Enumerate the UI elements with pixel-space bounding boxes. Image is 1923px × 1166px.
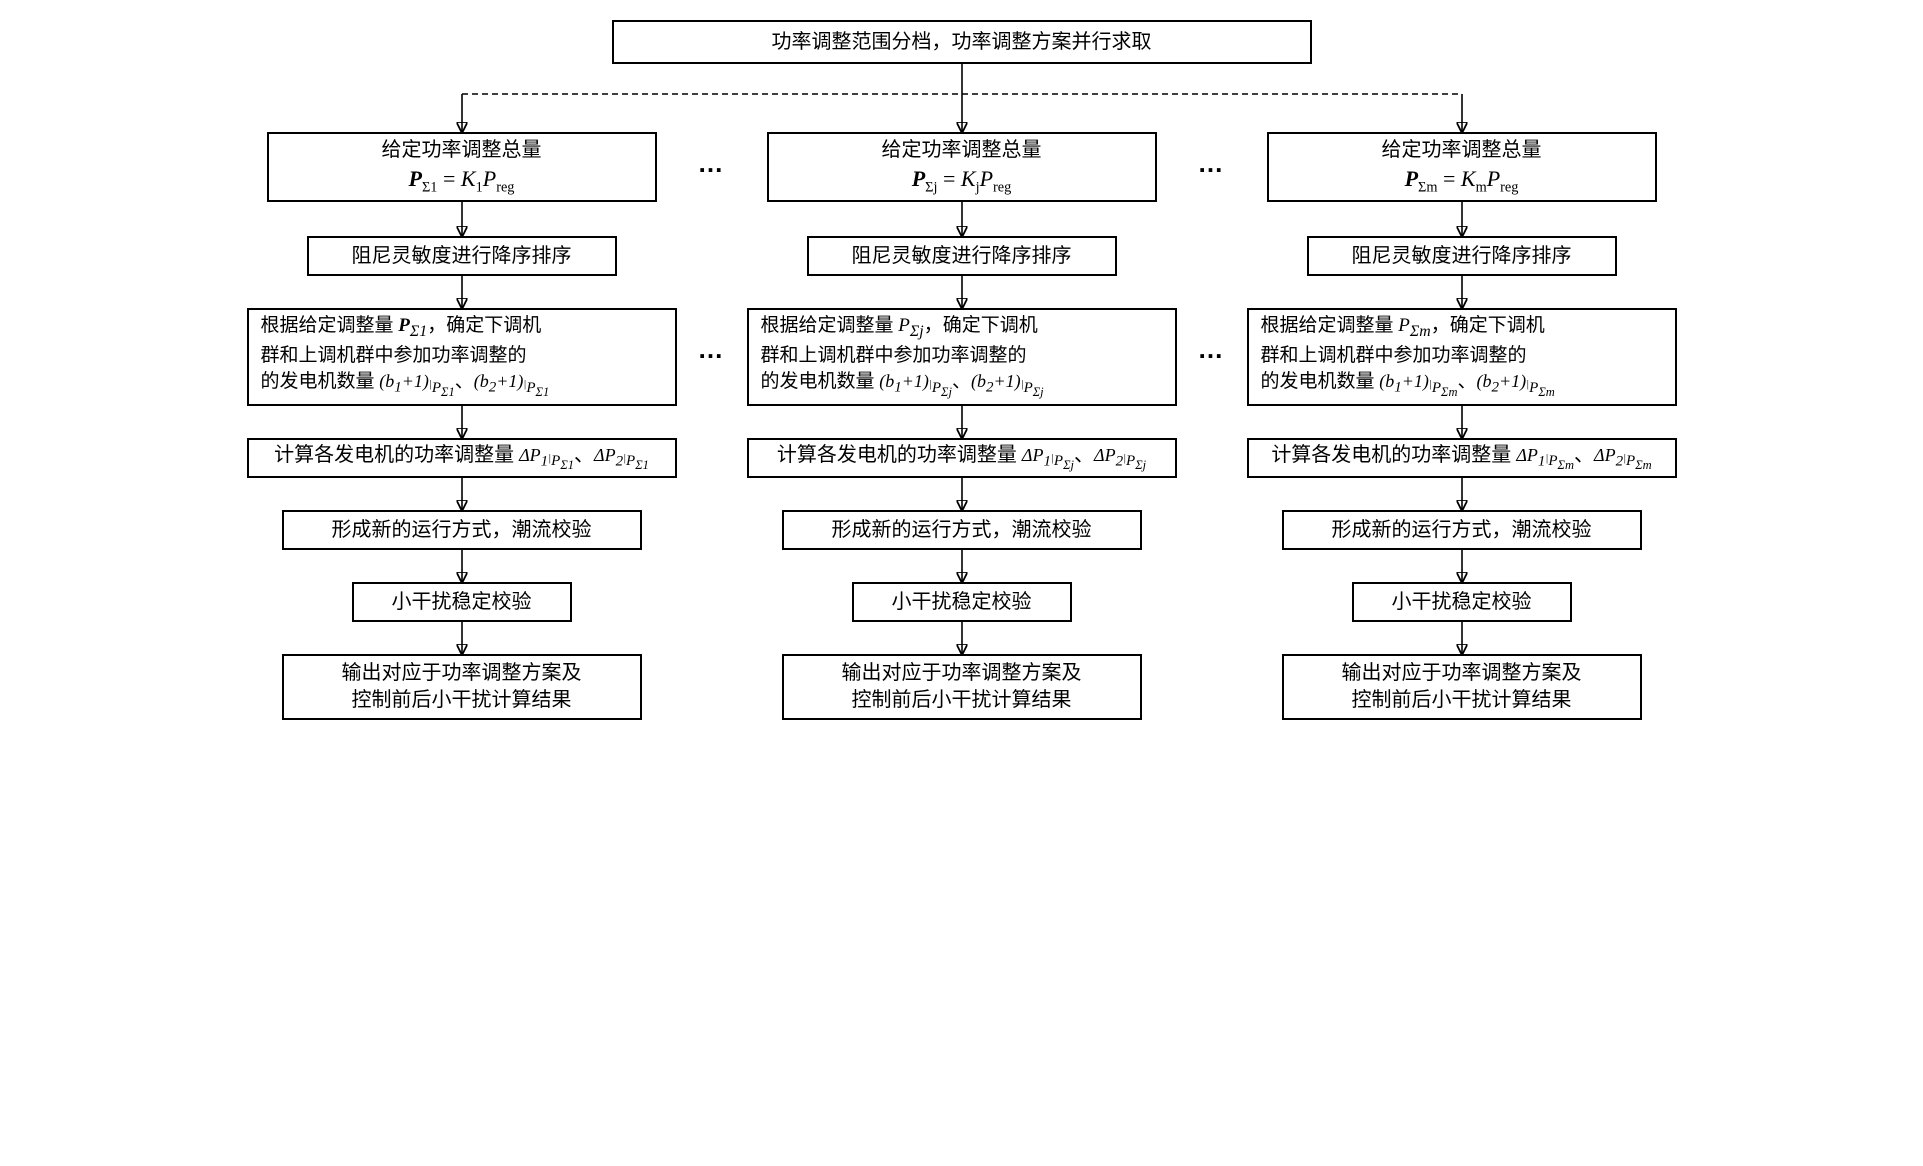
col0-r4-box: 计算各发电机的功率调整量 ΔP1|PΣ1、ΔP2|PΣ1 [247,438,677,478]
r3-line1: 根据给定调整量 PΣj，确定下调机 [761,315,1038,336]
col2-r5-box: 形成新的运行方式，潮流校验 [1282,510,1642,550]
r6-text: 小干扰稳定校验 [892,589,1032,616]
r2-text: 阻尼灵敏度进行降序排序 [352,243,572,270]
r3-line2: 群和上调机群中参加功率调整的 [1261,345,1527,366]
r7-line2: 控制前后小干扰计算结果 [1342,687,1582,714]
col0-r7-box: 输出对应于功率调整方案及 控制前后小干扰计算结果 [282,654,642,720]
col1-r2-box: 阻尼灵敏度进行降序排序 [807,236,1117,276]
ellipsis: … [698,334,724,365]
r3-line2: 群和上调机群中参加功率调整的 [261,345,527,366]
r4-text: 计算各发电机的功率调整量 ΔP1|PΣm、ΔP2|PΣm [1271,442,1651,474]
title-text: 功率调整范围分档，功率调整方案并行求取 [772,29,1152,56]
col1-r4-box: 计算各发电机的功率调整量 ΔP1|PΣj、ΔP2|PΣj [747,438,1177,478]
ellipsis: … [1198,334,1224,365]
col2-r4-box: 计算各发电机的功率调整量 ΔP1|PΣm、ΔP2|PΣm [1247,438,1677,478]
r3-line1: 根据给定调整量 PΣm，确定下调机 [1261,315,1545,336]
col2-r7-box: 输出对应于功率调整方案及 控制前后小干扰计算结果 [1282,654,1642,720]
r3-line1: 根据给定调整量 PΣ1，确定下调机 [261,315,542,336]
r2-text: 阻尼灵敏度进行降序排序 [852,243,1072,270]
r7-line1: 输出对应于功率调整方案及 [842,660,1082,687]
col2-r3-box: 根据给定调整量 PΣm，确定下调机 群和上调机群中参加功率调整的 的发电机数量 … [1247,308,1677,406]
r1-formula: PΣm = KmPreg [1405,164,1519,198]
col0-r6-box: 小干扰稳定校验 [352,582,572,622]
ellipsis: … [1198,148,1224,179]
r1-prefix: 给定功率调整总量 [882,137,1042,164]
col0-r5-box: 形成新的运行方式，潮流校验 [282,510,642,550]
col1-r6-box: 小干扰稳定校验 [852,582,1072,622]
col1-r1-box: 给定功率调整总量 PΣj = KjPreg [767,132,1157,202]
r7-line1: 输出对应于功率调整方案及 [1342,660,1582,687]
r1-formula: PΣj = KjPreg [912,164,1012,198]
col1-r7-box: 输出对应于功率调整方案及 控制前后小干扰计算结果 [782,654,1142,720]
col0-r2-box: 阻尼灵敏度进行降序排序 [307,236,617,276]
col0-r1-box: 给定功率调整总量 PΣ1 = K1Preg [267,132,657,202]
col2-r1-box: 给定功率调整总量 PΣm = KmPreg [1267,132,1657,202]
col2-r6-box: 小干扰稳定校验 [1352,582,1572,622]
r5-text: 形成新的运行方式，潮流校验 [332,517,592,544]
r7-line2: 控制前后小干扰计算结果 [842,687,1082,714]
r3-line3: 的发电机数量 (b1+1)|PΣ1、(b2+1)|PΣ1 [261,371,550,392]
col0-r3-box: 根据给定调整量 PΣ1，确定下调机 群和上调机群中参加功率调整的 的发电机数量 … [247,308,677,406]
r5-text: 形成新的运行方式，潮流校验 [1332,517,1592,544]
ellipsis: … [698,148,724,179]
r5-text: 形成新的运行方式，潮流校验 [832,517,1092,544]
r4-text: 计算各发电机的功率调整量 ΔP1|PΣj、ΔP2|PΣj [777,442,1146,474]
r1-prefix: 给定功率调整总量 [382,137,542,164]
r2-text: 阻尼灵敏度进行降序排序 [1352,243,1572,270]
title-box: 功率调整范围分档，功率调整方案并行求取 [612,20,1312,64]
col2-r2-box: 阻尼灵敏度进行降序排序 [1307,236,1617,276]
col1-r3-box: 根据给定调整量 PΣj，确定下调机 群和上调机群中参加功率调整的 的发电机数量 … [747,308,1177,406]
r3-line3: 的发电机数量 (b1+1)|PΣj、(b2+1)|PΣj [761,371,1044,392]
r3-line3: 的发电机数量 (b1+1)|PΣm、(b2+1)|PΣm [1261,371,1555,392]
r4-text: 计算各发电机的功率调整量 ΔP1|PΣ1、ΔP2|PΣ1 [274,442,649,474]
r1-formula: PΣ1 = K1Preg [409,164,515,198]
r3-line2: 群和上调机群中参加功率调整的 [761,345,1027,366]
r7-line2: 控制前后小干扰计算结果 [342,687,582,714]
r6-text: 小干扰稳定校验 [1392,589,1532,616]
r1-prefix: 给定功率调整总量 [1382,137,1542,164]
r7-line1: 输出对应于功率调整方案及 [342,660,582,687]
r6-text: 小干扰稳定校验 [392,589,532,616]
col1-r5-box: 形成新的运行方式，潮流校验 [782,510,1142,550]
